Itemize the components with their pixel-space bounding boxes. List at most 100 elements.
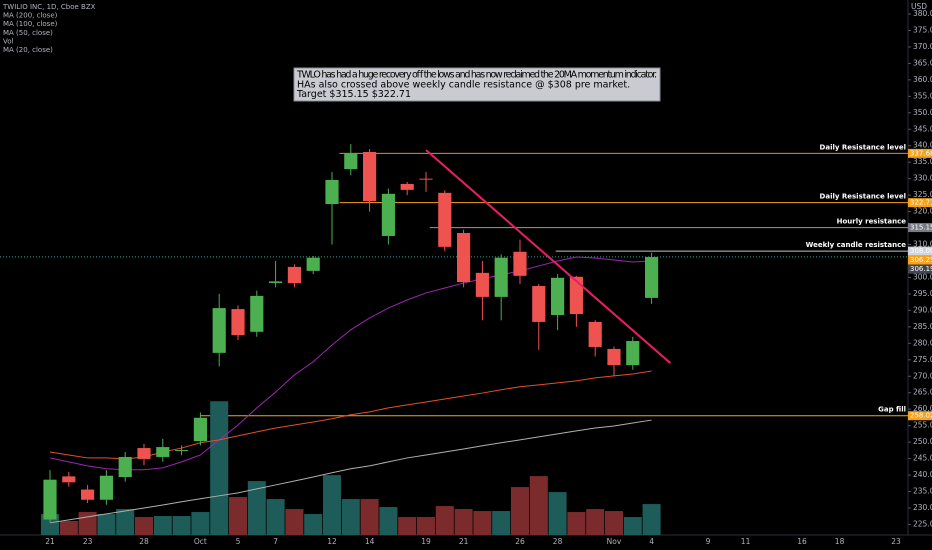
- annotation-line: Target $315.15 $322.71: [296, 89, 411, 100]
- price-badge-label: 315.15: [910, 224, 932, 232]
- price-badge-label: 306.19: [910, 265, 932, 273]
- price-badge: [908, 255, 932, 265]
- y-tick-label: 360.00: [913, 75, 932, 84]
- y-tick-label: 340.00: [913, 141, 932, 150]
- volume-bar: [247, 481, 266, 535]
- price-badge-label: 337.68: [910, 149, 932, 157]
- volume-bar: [548, 492, 567, 535]
- y-tick-label: 240.00: [913, 470, 932, 479]
- y-tick-label: 275.00: [913, 355, 932, 364]
- x-tick-label: 21: [459, 537, 469, 546]
- candle-body: [81, 489, 95, 500]
- price-badge: [908, 246, 932, 256]
- y-tick-label: 285.00: [913, 322, 932, 331]
- price-badge-label: 322.71: [910, 199, 932, 207]
- volume-bar: [116, 509, 135, 535]
- candle-body: [513, 251, 527, 276]
- y-tick-label: 250.00: [913, 437, 932, 446]
- x-tick-label: 5: [236, 537, 241, 546]
- x-tick-label: Oct: [194, 537, 207, 546]
- price-badge: [908, 198, 932, 208]
- price-badge-label: 308.00: [910, 247, 932, 255]
- moving-average: [49, 256, 652, 471]
- price-badge-label: 258.02: [910, 412, 932, 420]
- y-tick-label: 310.00: [913, 240, 932, 249]
- volume-bar: [134, 517, 154, 535]
- candle-body: [269, 281, 283, 284]
- volume-bar: [604, 511, 624, 535]
- x-tick-label: 26: [515, 537, 525, 546]
- volume-bar: [567, 512, 586, 535]
- y-tick-label: 375.00: [913, 25, 932, 34]
- y-tick-label: 350.00: [913, 108, 932, 117]
- level-label: Weekly candle resistance: [806, 241, 907, 249]
- x-tick-label: 28: [553, 537, 563, 546]
- level-label: Daily Resistance level: [820, 143, 906, 151]
- candle-body: [419, 178, 433, 180]
- y-tick-label: 300.00: [913, 272, 932, 281]
- y-tick-label: 355.00: [913, 91, 932, 100]
- volume-bar: [172, 516, 191, 535]
- currency: USD: [911, 2, 927, 11]
- y-tick-label: 260.00: [913, 404, 932, 413]
- volume-bar: [210, 401, 229, 535]
- y-tick-label: 280.00: [913, 338, 932, 347]
- price-badge: [908, 264, 932, 274]
- annotation-line: HAs also crossed above weekly candle res…: [297, 79, 630, 90]
- x-tick-label: 11: [741, 537, 751, 546]
- y-tick-label: 255.00: [913, 421, 932, 430]
- level-label: Gap fill: [878, 406, 906, 414]
- y-tick-label: 245.00: [913, 454, 932, 463]
- y-tick-label: 290.00: [913, 305, 932, 314]
- legend-entry: MA (200, close): [3, 12, 58, 20]
- moving-average: [49, 419, 652, 524]
- y-tick-label: 295.00: [913, 289, 932, 298]
- volume-bar: [529, 476, 548, 535]
- volume-bar: [153, 516, 172, 535]
- candle-body: [588, 321, 602, 347]
- legend-entry: MA (50, close): [3, 29, 53, 37]
- legend-entry: MA (100, close): [3, 20, 58, 28]
- y-tick-label: 265.00: [913, 388, 932, 397]
- candle-body: [43, 479, 57, 520]
- candle-body: [325, 179, 339, 205]
- y-tick-label: 225.00: [913, 519, 932, 528]
- y-tick-label: 345.00: [913, 124, 932, 133]
- x-tick-label: Nov: [607, 537, 622, 546]
- x-tick-label: 9: [706, 537, 711, 546]
- x-tick-label: 19: [421, 537, 431, 546]
- legend-entry: TWILIO INC, 1D, Cboe BZX: [2, 3, 96, 11]
- volume-bar: [341, 499, 360, 535]
- volume-bar: [623, 517, 642, 535]
- y-tick-label: 320.00: [913, 207, 932, 216]
- volume-bar: [435, 506, 454, 535]
- candle-body: [363, 151, 377, 202]
- level-label: Daily Resistance level: [820, 193, 906, 201]
- volume-bar: [304, 514, 323, 535]
- candle-body: [381, 193, 395, 236]
- y-tick-label: 330.00: [913, 174, 932, 183]
- x-tick-label: 23: [83, 537, 93, 546]
- annotation-box: [293, 67, 661, 102]
- candle-body: [62, 476, 76, 483]
- x-tick-label: 7: [273, 537, 278, 546]
- x-tick-label: 21: [45, 537, 55, 546]
- price-badge-label: 306.25: [910, 256, 932, 264]
- y-tick-label: 270.00: [913, 371, 932, 380]
- price-badge: [908, 411, 932, 421]
- x-tick-label: 18: [835, 537, 845, 546]
- volume-bar: [398, 517, 417, 535]
- candle-body: [644, 257, 659, 298]
- volume-bar: [454, 509, 473, 535]
- volume-bar: [285, 509, 304, 535]
- candle-body: [118, 456, 132, 478]
- candle-body: [494, 257, 508, 297]
- candle-body: [475, 272, 489, 297]
- volume-bar: [379, 507, 398, 535]
- candle-body: [551, 277, 565, 316]
- price-badge: [908, 148, 932, 158]
- volume-bar: [473, 511, 492, 535]
- volume-bar: [492, 511, 511, 535]
- candle-body: [250, 295, 264, 332]
